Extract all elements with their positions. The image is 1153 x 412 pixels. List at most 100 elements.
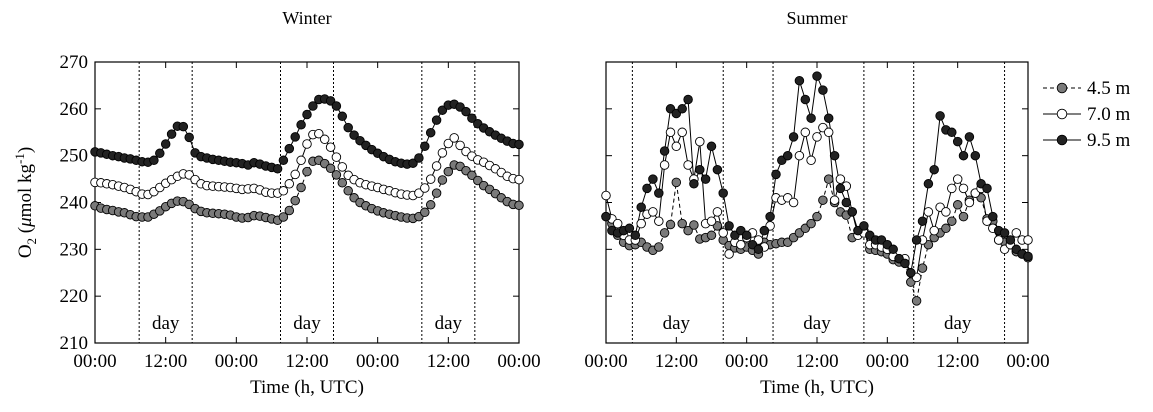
data-point bbox=[630, 230, 641, 241]
y-tick-label: 220 bbox=[60, 286, 89, 307]
y-tick-label: 270 bbox=[60, 52, 89, 73]
data-point bbox=[337, 111, 348, 122]
day-label: day bbox=[293, 313, 321, 334]
y-tick-label: 250 bbox=[60, 146, 89, 167]
data-point bbox=[700, 174, 711, 184]
day-label: day bbox=[663, 313, 691, 334]
data-point bbox=[278, 212, 289, 222]
data-point bbox=[425, 127, 436, 138]
day-label: day bbox=[944, 313, 972, 334]
data-point bbox=[917, 263, 928, 273]
data-point bbox=[847, 207, 857, 217]
data-point bbox=[812, 132, 822, 142]
data-point bbox=[695, 136, 705, 147]
data-point bbox=[642, 183, 652, 194]
data-point bbox=[296, 120, 306, 130]
data-point bbox=[349, 130, 359, 140]
data-point bbox=[964, 197, 975, 208]
data-point bbox=[302, 166, 312, 177]
data-point bbox=[800, 94, 811, 105]
data-point bbox=[835, 183, 846, 194]
data-point bbox=[794, 75, 805, 86]
data-point bbox=[425, 174, 436, 184]
data-point bbox=[420, 141, 430, 152]
data-point bbox=[160, 139, 171, 149]
data-point bbox=[947, 127, 957, 138]
data-point bbox=[677, 104, 687, 114]
data-point bbox=[467, 170, 477, 181]
data-point bbox=[806, 218, 816, 229]
day-label: day bbox=[435, 313, 463, 334]
y-axis-title-part: -1 bbox=[12, 153, 27, 164]
data-point bbox=[958, 150, 969, 161]
data-point bbox=[929, 164, 939, 175]
data-point bbox=[414, 153, 424, 163]
data-point bbox=[659, 146, 670, 156]
data-point bbox=[665, 127, 676, 138]
x-tick-label: 12:00 bbox=[795, 351, 838, 372]
y-tick-label: 240 bbox=[60, 193, 89, 214]
data-point bbox=[677, 127, 687, 138]
data-point bbox=[648, 207, 658, 217]
data-point bbox=[284, 179, 295, 189]
data-point bbox=[771, 169, 781, 180]
x-tick-label: 00:00 bbox=[1006, 351, 1049, 372]
day-label: day bbox=[803, 313, 831, 334]
data-point bbox=[706, 230, 717, 241]
y-axis-title-part: mol kg bbox=[15, 164, 36, 218]
data-point bbox=[654, 216, 664, 226]
data-point bbox=[947, 183, 957, 194]
y-tick-label: 230 bbox=[60, 239, 89, 260]
data-point bbox=[818, 85, 828, 95]
data-point bbox=[624, 223, 635, 234]
data-point bbox=[823, 113, 834, 123]
data-point bbox=[331, 152, 342, 162]
x-tick-label: 12:00 bbox=[655, 351, 698, 372]
data-point bbox=[325, 142, 336, 152]
x-tick-label: 00:00 bbox=[356, 351, 399, 372]
data-point bbox=[706, 216, 717, 226]
data-point bbox=[431, 161, 442, 171]
data-point bbox=[964, 132, 975, 142]
winter-panel: Winter day day day 210 220 230 240 250 260 270 00:0… bbox=[12, 8, 541, 398]
data-point bbox=[911, 235, 922, 245]
data-point bbox=[184, 132, 194, 143]
data-point bbox=[1023, 251, 1033, 262]
y-axis-title-part: O bbox=[15, 244, 36, 258]
x-tick-label: 00:00 bbox=[584, 351, 627, 372]
data-point bbox=[818, 195, 828, 205]
data-point bbox=[284, 205, 295, 216]
data-point bbox=[835, 174, 846, 184]
x-axis-title: Time (h, UTC) bbox=[250, 377, 364, 398]
data-point bbox=[308, 101, 318, 111]
data-point bbox=[782, 150, 793, 161]
data-point bbox=[812, 211, 822, 222]
data-point bbox=[278, 186, 289, 196]
x-tick-label: 12:00 bbox=[427, 351, 470, 372]
data-point bbox=[906, 268, 916, 278]
data-point bbox=[689, 220, 699, 230]
panel-title: Summer bbox=[787, 8, 848, 28]
data-point bbox=[284, 143, 295, 154]
data-point bbox=[988, 211, 998, 222]
data-point bbox=[443, 166, 454, 177]
data-point bbox=[431, 115, 442, 125]
y-tick-label: 260 bbox=[60, 99, 89, 120]
x-tick-label: 00:00 bbox=[866, 351, 909, 372]
data-point bbox=[982, 183, 992, 194]
data-point bbox=[302, 109, 312, 120]
data-point bbox=[806, 155, 816, 166]
data-point bbox=[337, 178, 348, 188]
x-tick-label: 00:00 bbox=[725, 351, 768, 372]
data-point bbox=[788, 132, 799, 142]
data-point bbox=[724, 221, 734, 231]
data-point bbox=[149, 155, 159, 166]
data-point bbox=[695, 164, 705, 175]
data-point bbox=[325, 163, 336, 174]
y-tick-label: 210 bbox=[60, 333, 89, 354]
data-point bbox=[437, 175, 448, 185]
data-point bbox=[941, 207, 951, 217]
data-point bbox=[759, 225, 770, 236]
data-point bbox=[718, 188, 728, 198]
data-point bbox=[677, 218, 687, 229]
